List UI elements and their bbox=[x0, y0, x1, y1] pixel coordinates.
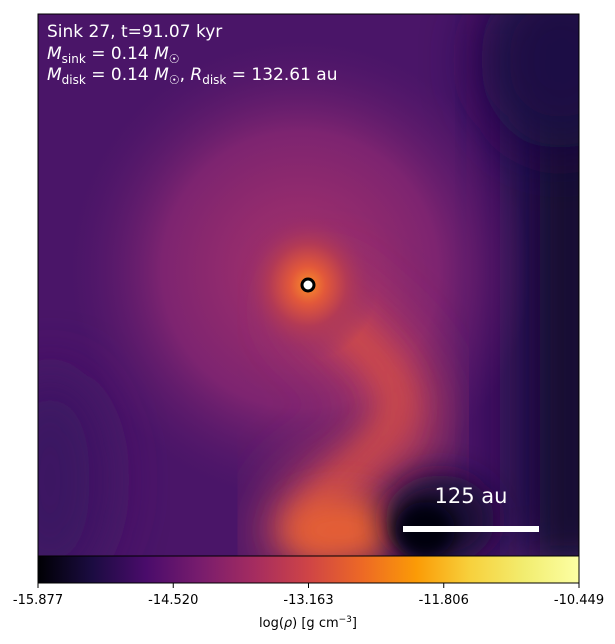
scale-bar-line bbox=[403, 526, 539, 532]
sink-marker bbox=[300, 277, 316, 293]
colorbar-tick-label: -14.520 bbox=[148, 593, 198, 608]
density-map bbox=[38, 14, 579, 556]
colorbar: -15.877 -14.520 -13.163 -11.806 -10.449 log(… bbox=[13, 555, 604, 631]
colorbar-label: log(ρ) [g cm−3] bbox=[259, 615, 357, 631]
scale-bar: 125 au bbox=[403, 484, 539, 532]
colorbar-tick-label: -13.163 bbox=[283, 593, 333, 608]
scale-bar-label: 125 au bbox=[435, 484, 508, 508]
annotation-line-3: Mdisk = 0.14 M☉, Rdisk = 132.61 au bbox=[47, 65, 338, 87]
colorbar-tick-label: -10.449 bbox=[554, 593, 604, 608]
colorbar-tick-label: -11.806 bbox=[419, 593, 469, 608]
colorbar-tick-label: -15.877 bbox=[13, 593, 63, 608]
annotation-line-2: Msink = 0.14 M☉ bbox=[47, 44, 180, 66]
annotation-line-1: Sink 27, t=91.07 kyr bbox=[47, 22, 222, 42]
colorbar-fill bbox=[37, 555, 580, 584]
colorbar-ticks: -15.877 -14.520 -13.163 -11.806 -10.449 bbox=[13, 583, 604, 608]
